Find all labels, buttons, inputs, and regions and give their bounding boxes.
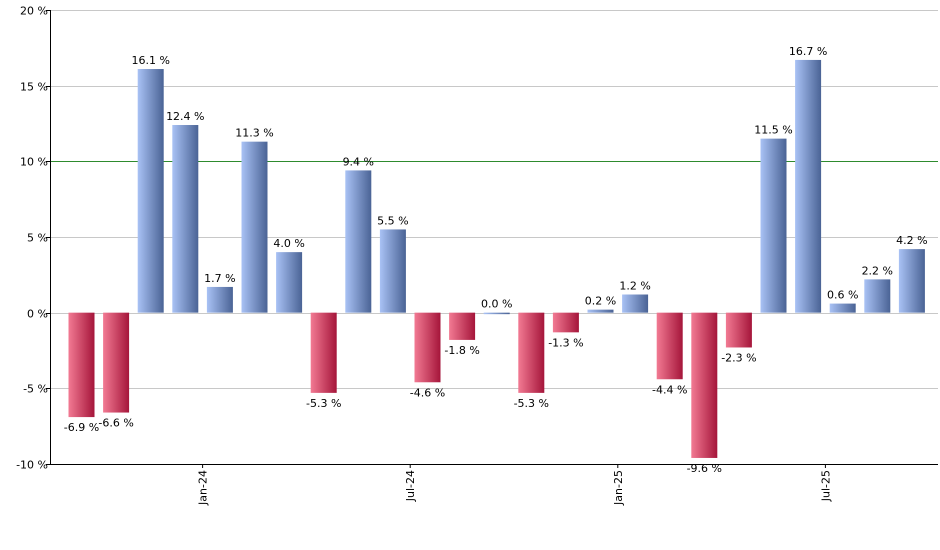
bar [656,312,683,380]
data-label: -4.4 % [652,383,687,396]
y-tick-label: 20 % [20,5,48,18]
bar [795,59,822,313]
data-label: 16.1 % [131,54,169,67]
bar [725,312,752,348]
y-tick-label: 0 % [27,308,48,321]
bar [622,294,649,313]
bar [103,312,130,413]
data-label: -4.6 % [410,386,445,399]
bar [829,303,856,313]
data-label: -1.8 % [444,344,479,357]
bars [68,59,925,458]
bar [483,312,510,315]
bar [310,312,337,393]
bar [552,312,579,333]
data-label: -6.6 % [98,417,133,430]
data-label: 0.2 % [585,295,616,308]
x-tick-label: Jul-25 [819,470,832,502]
data-label: 11.3 % [235,127,273,140]
bar [414,312,441,383]
bar [760,138,787,313]
bar [864,279,891,313]
y-tick-label: 15 % [20,81,48,94]
bar [206,286,233,313]
data-label: 9.4 % [343,155,374,168]
bar [691,312,718,458]
axes: 20 % 15 % 10 % 5 % 0 % -5 % -10 % Jan-24 Jul-24 J… [16,5,938,506]
data-label: 1.2 % [619,280,650,293]
x-tick-label: Jan-25 [612,470,625,506]
y-tick-label: 5 % [27,232,48,245]
data-label: -6.9 % [64,421,99,434]
x-tick-label: Jan-24 [197,470,210,506]
data-label: 5.5 % [377,214,408,227]
data-label: 0.6 % [827,289,858,302]
data-label: 1.7 % [204,272,235,285]
y-tick-label: -5 % [23,383,48,396]
bar [898,249,925,313]
data-labels: -6.9 % -6.6 % 16.1 % 12.4 % 1.7 % 11.3 % 4.0 %… [64,45,928,475]
y-tick-label: 10 % [20,156,48,169]
data-label: 11.5 % [754,124,792,137]
bar [345,170,372,313]
data-label: -5.3 % [306,397,341,410]
bar [449,312,476,340]
data-label: -1.3 % [548,336,583,349]
data-label: 12.4 % [166,110,204,123]
bar [241,141,268,313]
bar [172,125,199,313]
data-label: -9.6 % [687,462,722,475]
bar [68,312,95,418]
x-tick-label: Jul-24 [404,470,417,502]
y-tick-label: -10 % [16,459,48,472]
data-label: 4.0 % [273,237,304,250]
bar [518,312,545,393]
data-label: 0.0 % [481,298,512,311]
data-label: -5.3 % [514,397,549,410]
bar [276,252,303,313]
bar [587,309,614,313]
data-label: 4.2 % [896,234,927,247]
data-label: -2.3 % [721,351,756,364]
data-label: 2.2 % [862,264,893,277]
data-label: 16.7 % [789,45,827,58]
bar [379,229,406,313]
bar [137,69,164,313]
